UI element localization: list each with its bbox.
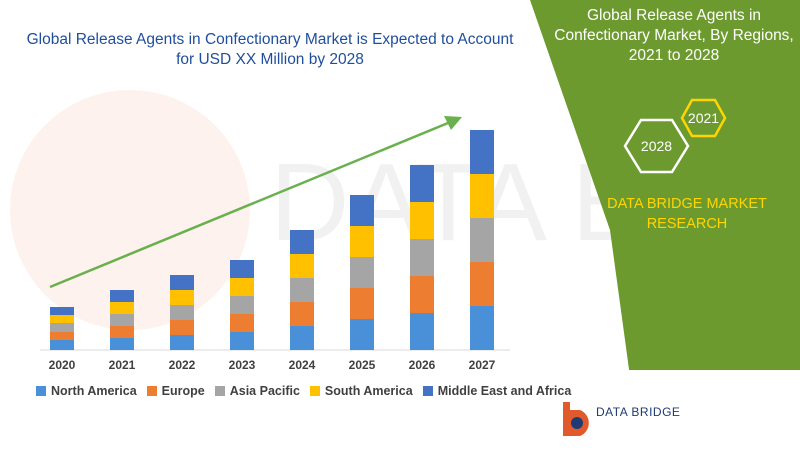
bar-segment-2022-series-1	[170, 320, 194, 335]
trend-arrow-line	[49, 121, 449, 289]
bar-segment-2023-series-0	[230, 332, 254, 350]
side-panel-title: Global Release Agents in Confectionary M…	[554, 7, 794, 64]
bar-segment-2022-series-4	[170, 275, 194, 290]
chart-legend: North America Europe Asia Pacific South Ame…	[36, 384, 571, 398]
legend-label: Middle East and Africa	[437, 384, 572, 398]
bar-segment-2022-series-0	[170, 335, 194, 350]
bar-segment-2027-series-1	[470, 262, 494, 306]
company-logo	[563, 402, 589, 436]
bar-segment-2021-series-1	[110, 326, 134, 338]
legend-item: Middle East and Africa	[422, 384, 572, 398]
x-tick-label: 2020	[49, 358, 76, 372]
bar-segment-2023-series-2	[230, 296, 254, 314]
bar-segment-2026-series-2	[410, 239, 434, 276]
bar-segment-2024-series-0	[290, 326, 314, 350]
bar-segment-2020-series-4	[50, 307, 74, 315]
bar-segment-2025-series-0	[350, 319, 374, 350]
logo-text: DATA BRIDGE	[596, 405, 681, 419]
bar-series-group	[50, 130, 494, 350]
bar-segment-2020-series-0	[50, 340, 74, 350]
logo-background	[540, 370, 800, 450]
bar-segment-2025-series-4	[350, 195, 374, 226]
bar-segment-2027-series-3	[470, 174, 494, 218]
hexagon-2028-label: 2028	[641, 138, 672, 154]
brand-name: DATA BRIDGE MARKET RESEARCH	[592, 194, 782, 234]
legend-label: South America	[324, 384, 413, 398]
bar-segment-2024-series-3	[290, 254, 314, 278]
bar-segment-2023-series-3	[230, 278, 254, 296]
bar-segment-2021-series-0	[110, 338, 134, 350]
legend-label: Asia Pacific	[229, 384, 300, 398]
trend-arrow-head-icon	[444, 116, 462, 130]
watermark-logo-shape	[10, 90, 250, 330]
legend-item: South America	[309, 384, 413, 398]
bar-segment-2025-series-1	[350, 288, 374, 319]
hexagon-2028-icon	[623, 118, 690, 174]
side-panel-background	[530, 0, 800, 450]
bar-segment-2025-series-3	[350, 226, 374, 257]
trend-arrow	[49, 116, 462, 289]
legend-label: North America	[51, 384, 137, 398]
brand-line-1: DATA BRIDGE MARKET	[607, 196, 767, 212]
bar-segment-2020-series-1	[50, 332, 74, 340]
bar-segment-2026-series-0	[410, 313, 434, 350]
legend-item: North America	[36, 384, 137, 398]
bar-segment-2021-series-4	[110, 290, 134, 302]
bar-segment-2024-series-4	[290, 230, 314, 254]
legend-swatch	[146, 386, 157, 396]
hexagon-2021-label: 2021	[688, 110, 719, 126]
bar-segment-2024-series-2	[290, 278, 314, 302]
bar-segment-2020-series-2	[50, 323, 74, 332]
logo-dot-icon	[571, 417, 583, 429]
legend-swatch	[309, 386, 320, 396]
bar-segment-2024-series-1	[290, 302, 314, 326]
bar-segment-2027-series-2	[470, 218, 494, 262]
bar-segment-2026-series-1	[410, 276, 434, 313]
legend-swatch	[422, 386, 433, 396]
bar-segment-2026-series-3	[410, 202, 434, 239]
bar-segment-2026-series-4	[410, 165, 434, 202]
hexagon-badge-2021: 2021	[680, 98, 727, 138]
legend-item: Europe	[146, 384, 205, 398]
bar-segment-2021-series-3	[110, 302, 134, 314]
bar-segment-2021-series-2	[110, 314, 134, 326]
chart-title: Global Release Agents in Confectionary M…	[26, 31, 514, 68]
bar-segment-2020-series-3	[50, 315, 74, 323]
stacked-bar-chart: 2020 2021 2022 2023 2024 2025 2026 2027	[40, 116, 510, 372]
bar-segment-2022-series-3	[170, 290, 194, 305]
x-tick-label: 2027	[469, 358, 496, 372]
legend-label: Europe	[161, 384, 205, 398]
bar-segment-2023-series-4	[230, 260, 254, 278]
legend-swatch	[36, 386, 46, 396]
hexagon-badge-2028: 2028	[623, 118, 690, 174]
bar-segment-2023-series-1	[230, 314, 254, 332]
x-tick-label: 2022	[169, 358, 196, 372]
legend-item: Asia Pacific	[214, 384, 300, 398]
x-tick-label: 2025	[349, 358, 376, 372]
x-tick-label: 2021	[109, 358, 136, 372]
bar-segment-2027-series-4	[470, 130, 494, 174]
x-tick-label: 2024	[289, 358, 316, 372]
bar-segment-2027-series-0	[470, 306, 494, 350]
legend-swatch	[214, 386, 225, 396]
x-tick-label: 2023	[229, 358, 256, 372]
x-tick-label: 2026	[409, 358, 436, 372]
bar-segment-2025-series-2	[350, 257, 374, 288]
x-tick-labels: 2020 2021 2022 2023 2024 2025 2026 2027	[49, 358, 496, 372]
hexagon-2021-icon	[680, 98, 727, 138]
brand-line-2: RESEARCH	[646, 216, 728, 232]
bar-segment-2022-series-2	[170, 305, 194, 320]
